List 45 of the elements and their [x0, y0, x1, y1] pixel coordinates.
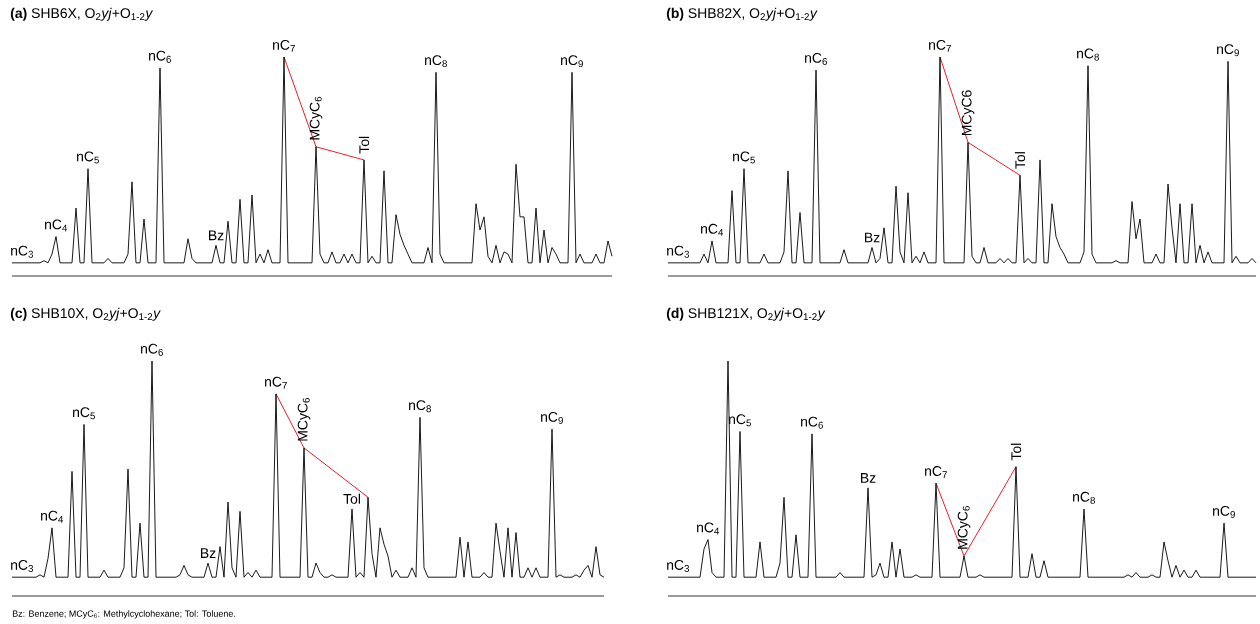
annotation: nC$_{4}$	[701, 223, 724, 236]
annotation: nC$_{4}$	[41, 510, 64, 523]
annotation: nC$_{5}$	[733, 151, 755, 164]
annotation: nC$_{4}$	[45, 219, 68, 232]
annotation: nC$_{8}$	[1073, 491, 1095, 504]
chart-title: (d) SHB121X, O$_{2}$yj+O$_{1-2}$y	[666, 307, 826, 321]
annotation: nC$_{6}$	[141, 343, 163, 356]
annotation: nC$_{9}$	[561, 55, 583, 68]
annotation: nC$_{8}$	[1077, 48, 1099, 61]
annotation: nC$_{7}$	[273, 39, 295, 52]
annotation: nC$_{6}$	[149, 50, 171, 63]
annotation: nC$_{9}$	[541, 411, 563, 424]
annotation: nC$_{6}$	[801, 416, 823, 429]
annotation: MCyC$_{6}$	[297, 398, 311, 441]
annotation: nC$_{7}$	[929, 39, 951, 52]
annotation: Tol	[1014, 152, 1026, 169]
annotation: Bz	[201, 548, 216, 558]
text: Bz: Benzene; MCyC$_{6}$: Methylcyclohexane; Tol: Toluene.	[12, 610, 235, 619]
annotation: nC$_{3}$	[667, 245, 690, 258]
annotation: nC$_{3}$	[11, 245, 34, 258]
annotation: MCyC$_{6}$	[309, 96, 323, 140]
annotation: Bz	[209, 230, 224, 241]
annotation: nC$_{8}$	[409, 400, 431, 413]
annotation: nC$_{6}$	[805, 52, 827, 65]
annotation: nC$_{5}$	[729, 414, 751, 427]
annotation: nC$_{3}$	[11, 560, 34, 572]
annotation: nC$_{5}$	[73, 407, 95, 420]
annotation: nC$_{9}$	[1213, 505, 1235, 518]
annotation: MCyC6	[961, 90, 975, 136]
chart-title: (c) SHB10X, O$_{2}$yj+O$_{1-2}$y	[10, 307, 161, 321]
annotation: Tol	[358, 136, 370, 154]
annotation: Bz	[861, 473, 876, 483]
annotation: Bz	[865, 232, 880, 243]
annotation: nC$_{7}$	[265, 376, 287, 389]
annotation: Tol	[1010, 443, 1022, 461]
annotation: nC$_{8}$	[425, 55, 447, 68]
annotation: nC$_{3}$	[667, 560, 690, 572]
annotation: nC$_{5}$	[77, 151, 99, 164]
annotation: Tol	[343, 493, 360, 504]
chart-title: (b) SHB82X, O$_{2}$yj+O$_{1-2}$y	[666, 7, 818, 21]
annotation: nC$_{7}$	[925, 466, 947, 478]
annotation: nC$_{9}$	[1217, 44, 1239, 57]
chart-title: (a) SHB6X, O$_{2}$yj+O$_{1-2}$y	[10, 7, 154, 21]
annotation: nC$_{4}$	[697, 522, 720, 535]
annotation: MCyC$_{6}$	[957, 506, 971, 549]
